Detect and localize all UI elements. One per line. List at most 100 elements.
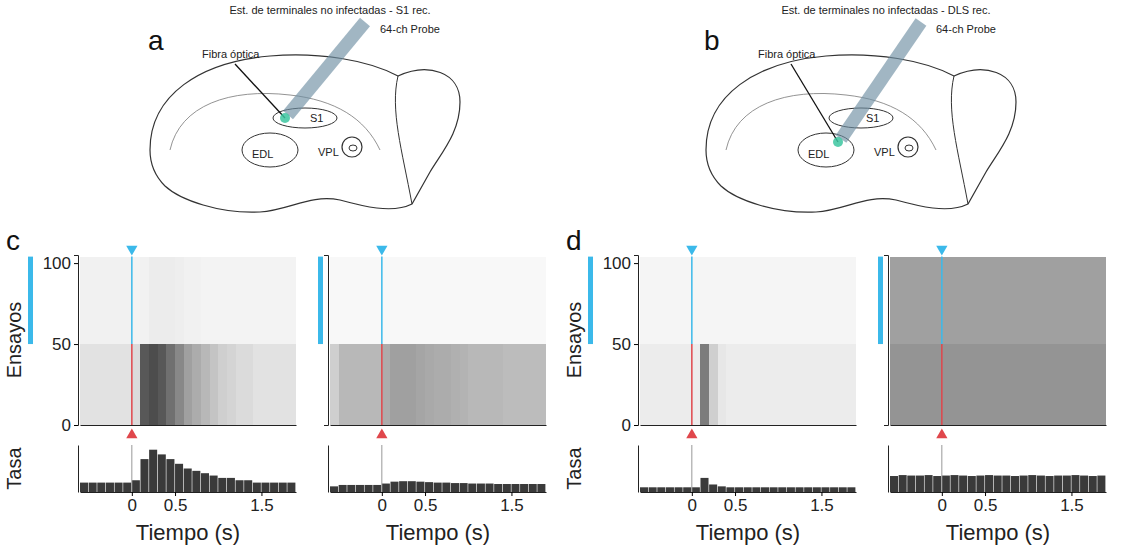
raster-cell [899, 257, 908, 344]
rate-bar [460, 483, 468, 492]
raster-cell [253, 257, 262, 344]
raster-cell [132, 257, 141, 344]
rate-bar [796, 487, 804, 492]
rate-axis [78, 446, 79, 493]
rate-bar [373, 485, 381, 492]
control-marker [376, 428, 387, 438]
raster-cell [175, 257, 184, 344]
raster-cell [1054, 344, 1063, 425]
tick: 1.5 [810, 492, 834, 515]
raster-cell [451, 257, 460, 344]
tick-label: 0.5 [414, 496, 438, 515]
raster-cell [1037, 257, 1046, 344]
rate-bar [477, 484, 485, 492]
rate-bar [761, 487, 769, 492]
cortex-line [726, 93, 936, 150]
raster-cell [1071, 257, 1080, 344]
raster-cell [132, 344, 141, 425]
raster-cell [89, 257, 98, 344]
raster-cell [657, 344, 666, 425]
raster-cell [184, 344, 193, 425]
rate-bar [520, 484, 528, 492]
rate-bar [529, 484, 537, 492]
rate-axis-title: Tasa [3, 447, 25, 490]
raster-cell [1089, 344, 1098, 425]
optical-fiber [791, 64, 838, 142]
raster-cell [1002, 257, 1011, 344]
tick: 0.5 [164, 492, 188, 515]
raster-cell [253, 344, 262, 425]
tick-label: 0.5 [164, 496, 188, 515]
raster-cell [494, 257, 503, 344]
region-label: S1 [866, 112, 879, 124]
rate-bar [166, 459, 174, 492]
raster-cell [218, 344, 227, 425]
raster-cell [115, 257, 124, 344]
raster-cell [347, 344, 356, 425]
rate-bar [236, 480, 244, 492]
probe [841, 22, 921, 139]
raster-cell [675, 344, 684, 425]
raster-cell [236, 344, 245, 425]
tick: 0 [62, 416, 78, 435]
raster-cell [752, 344, 761, 425]
raster-cell [933, 344, 942, 425]
brain-outline [150, 55, 460, 212]
raster-cell [718, 257, 727, 344]
raster-cell [675, 257, 684, 344]
raster-cell [1011, 257, 1020, 344]
raster-cell [537, 344, 546, 425]
rate-bar [287, 483, 295, 492]
rate-bar [425, 482, 433, 492]
rate-bar [175, 464, 183, 492]
rate-bar [778, 487, 786, 492]
raster-cell [787, 257, 796, 344]
region-outline [273, 108, 337, 128]
raster-cell [735, 257, 744, 344]
raster-cell [486, 344, 495, 425]
laser-marker [126, 246, 137, 256]
rate-bar [839, 487, 847, 492]
rate-bar [227, 478, 235, 492]
rate-bar [890, 476, 898, 492]
tick-label: 1.5 [1060, 496, 1084, 515]
rate-bar [279, 483, 287, 492]
raster-cell [503, 344, 512, 425]
rate-bar [821, 487, 829, 492]
raster-cell [210, 257, 219, 344]
raster-cell [399, 257, 408, 344]
raster-cell [416, 344, 425, 425]
raster-cell [390, 344, 399, 425]
raster-cell [89, 344, 98, 425]
tick-label: 0 [938, 496, 947, 515]
rate-stim-line [941, 445, 942, 492]
rate-bar [770, 487, 778, 492]
raster-cell [735, 344, 744, 425]
rate-bar [985, 475, 993, 492]
raster-cell [770, 344, 779, 425]
rate-bar [640, 487, 648, 492]
rate-bar [97, 483, 105, 492]
laser-stim-line [381, 257, 383, 344]
raster-cell [511, 344, 520, 425]
rate-bar [201, 473, 209, 492]
axis-line [634, 256, 639, 426]
rate-stim-line [691, 445, 692, 492]
rate-bar [468, 484, 476, 492]
tick-label: 1.5 [500, 496, 524, 515]
raster-cell [830, 257, 839, 344]
rate-bar [253, 483, 261, 492]
raster-cell [442, 344, 451, 425]
probe-label: 64-ch Probe [936, 23, 996, 35]
rate-bar [365, 485, 373, 492]
raster-cell [726, 344, 735, 425]
rate-bar [959, 476, 967, 492]
raster-cell [330, 257, 339, 344]
rate-bar [503, 484, 511, 492]
rate-bar [907, 476, 915, 492]
rate-bar [1097, 476, 1105, 492]
raster-cell [916, 257, 925, 344]
rate-bar [700, 478, 708, 492]
raster-cell [847, 344, 856, 425]
rate-bar [123, 483, 131, 492]
